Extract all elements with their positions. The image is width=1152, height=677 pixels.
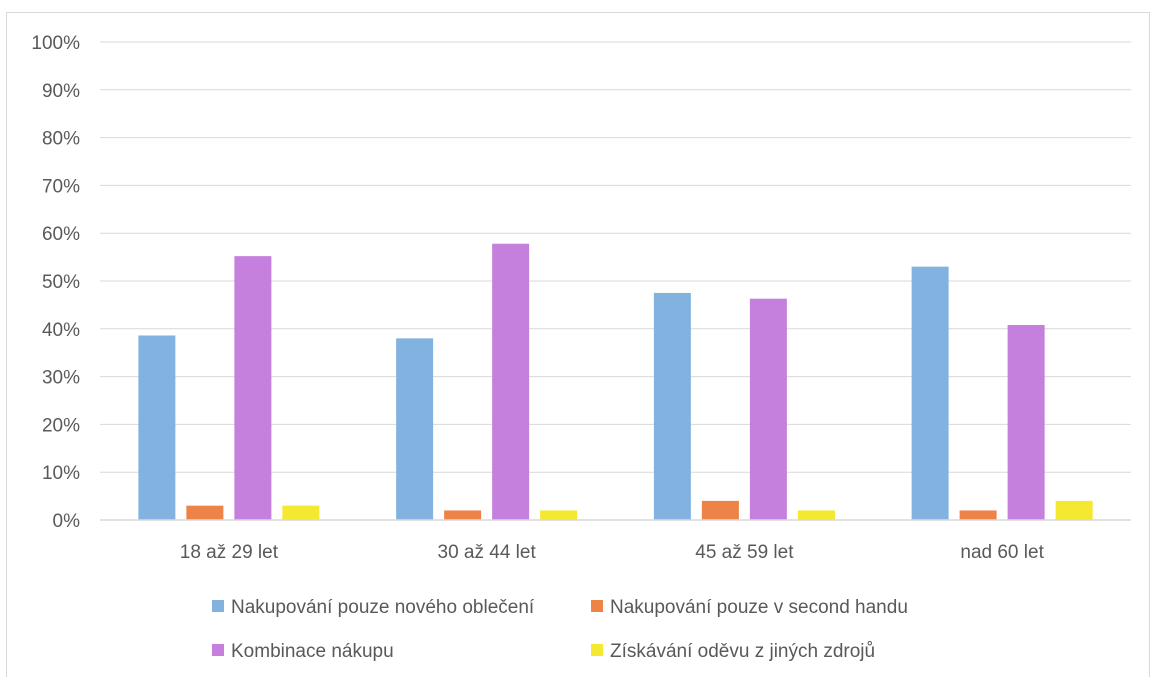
x-category-label: 45 až 59 let	[695, 542, 794, 563]
y-tick-label: 10%	[42, 463, 80, 484]
bar-1-3	[653, 292, 691, 520]
bar-3-2	[492, 243, 530, 520]
bar-2-3	[701, 500, 739, 520]
y-tick-label: 70%	[42, 176, 80, 197]
x-category-label: nad 60 let	[960, 542, 1044, 563]
legend-swatch	[591, 600, 603, 612]
bar-4-4	[1055, 500, 1093, 520]
y-tick-label: 80%	[42, 129, 80, 150]
y-tick-label: 40%	[42, 320, 80, 341]
y-axis-tick-labels: 0% 10% 20% 30% 40% 50% 60% 70% 80% 90% 100%	[31, 33, 80, 532]
bar-3-1	[234, 256, 272, 520]
bar-2-1	[186, 505, 224, 520]
bar-2-2	[444, 510, 482, 520]
bar-3-3	[749, 298, 787, 520]
bar-3-4	[1007, 324, 1045, 520]
y-tick-label: 20%	[42, 415, 80, 436]
gridlines	[100, 41, 1131, 473]
x-category-label: 18 až 29 let	[180, 542, 279, 563]
y-tick-label: 90%	[42, 81, 80, 102]
x-axis-category-labels: 18 až 29 let 30 až 44 let 45 až 59 let nad …	[180, 542, 1045, 563]
legend-swatch	[212, 600, 224, 612]
legend-label: Získávání oděvu z jiných zdrojů	[610, 641, 875, 662]
bar-4-1	[282, 505, 320, 520]
bar-1-4	[911, 266, 949, 520]
bar-4-2	[540, 510, 578, 520]
y-tick-label: 30%	[42, 368, 80, 389]
legend-swatch	[591, 644, 603, 656]
y-tick-label: 0%	[53, 511, 81, 532]
y-tick-label: 50%	[42, 272, 80, 293]
x-category-label: 30 až 44 let	[438, 542, 537, 563]
bar-4-3	[797, 510, 835, 520]
bars	[138, 243, 1093, 520]
legend-label: Nakupování pouze v second handu	[610, 597, 908, 618]
bar-1-2	[396, 338, 434, 520]
legend: Nakupování pouze nového oblečení Nakupová…	[212, 597, 908, 662]
y-tick-label: 60%	[42, 224, 80, 245]
y-tick-label: 100%	[31, 33, 80, 54]
bar-2-4	[959, 510, 997, 520]
legend-label: Kombinace nákupu	[231, 641, 394, 662]
chart-frame	[6, 12, 1150, 677]
bar-1-1	[138, 335, 176, 520]
legend-label: Nakupování pouze nového oblečení	[231, 597, 535, 618]
legend-swatch	[212, 644, 224, 656]
